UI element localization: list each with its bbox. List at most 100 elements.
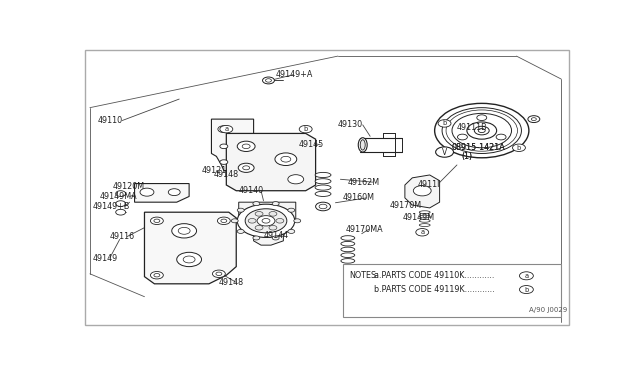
Circle shape [238,163,254,172]
Text: b: b [442,121,447,126]
Circle shape [474,126,489,135]
Circle shape [216,272,222,276]
Circle shape [154,273,160,277]
Circle shape [272,202,279,206]
Circle shape [237,230,244,233]
Circle shape [116,201,125,206]
Text: 49145: 49145 [298,140,323,150]
Text: 08915-1421A: 08915-1421A [451,143,505,152]
Circle shape [243,166,250,170]
Ellipse shape [341,253,355,257]
Circle shape [253,236,260,240]
Ellipse shape [341,247,355,252]
Text: b: b [517,145,521,151]
Circle shape [262,218,270,223]
Text: 49130: 49130 [338,121,363,129]
Circle shape [275,153,297,166]
Ellipse shape [341,259,355,263]
Polygon shape [227,134,316,191]
Circle shape [221,219,227,222]
Text: 49160M: 49160M [343,193,375,202]
Circle shape [150,272,163,279]
Circle shape [255,225,263,230]
Text: 49149M: 49149M [403,214,435,222]
Text: (1): (1) [461,152,472,161]
Text: a: a [524,273,529,279]
Circle shape [172,224,196,238]
Circle shape [446,110,518,151]
Circle shape [245,209,287,233]
Text: 49116: 49116 [110,232,135,241]
Ellipse shape [315,191,331,196]
Ellipse shape [341,241,355,246]
Polygon shape [145,212,236,284]
Ellipse shape [315,179,331,184]
Ellipse shape [419,219,430,222]
Circle shape [255,212,263,216]
Circle shape [154,219,160,222]
Circle shape [288,175,304,184]
Circle shape [294,219,301,223]
Text: b.PARTS CODE 49119K............: b.PARTS CODE 49119K............ [374,285,494,294]
Polygon shape [405,175,440,208]
Circle shape [269,225,277,230]
Text: (1): (1) [461,152,472,161]
Text: 08915-1421A: 08915-1421A [451,143,505,152]
Circle shape [237,208,244,212]
Circle shape [288,230,295,233]
Ellipse shape [315,185,331,190]
Text: 49162M: 49162M [348,178,380,187]
Circle shape [513,144,525,151]
Circle shape [272,236,279,240]
Text: 49149+A: 49149+A [276,70,314,79]
Text: 49148: 49148 [214,170,239,179]
Circle shape [242,144,250,149]
Ellipse shape [358,138,367,152]
Ellipse shape [341,236,355,240]
Circle shape [438,120,451,127]
Circle shape [253,202,260,206]
Circle shape [266,79,271,82]
Polygon shape [134,183,189,202]
Text: 49149MA: 49149MA [100,192,138,201]
Circle shape [520,286,533,294]
Circle shape [220,144,228,149]
Text: 49120M: 49120M [112,182,145,191]
Text: b: b [303,126,308,132]
Text: 49121: 49121 [202,166,227,175]
Circle shape [496,134,506,140]
Circle shape [231,219,238,223]
Circle shape [276,218,284,223]
Circle shape [237,204,295,237]
Polygon shape [211,119,253,171]
Circle shape [281,156,291,162]
Text: a: a [224,126,228,132]
Text: b: b [524,286,529,292]
Circle shape [531,118,536,121]
Text: 49149+B: 49149+B [92,202,130,211]
Circle shape [150,217,163,225]
Circle shape [458,134,467,140]
Circle shape [452,113,511,148]
Circle shape [413,186,431,196]
Circle shape [300,125,312,133]
Circle shape [218,217,230,225]
Circle shape [467,122,497,139]
Circle shape [436,147,454,157]
Text: 49140: 49140 [239,186,264,195]
Circle shape [528,116,540,122]
Circle shape [140,188,154,196]
Text: a.PARTS CODE 49110K............: a.PARTS CODE 49110K............ [374,271,494,280]
Text: NOTES:: NOTES: [349,271,379,280]
Text: A/90 J0029: A/90 J0029 [529,307,567,314]
Text: a: a [420,229,424,235]
Circle shape [116,209,125,215]
Text: 49149: 49149 [92,254,118,263]
Circle shape [520,272,533,280]
Circle shape [257,216,275,226]
Circle shape [218,126,230,132]
Circle shape [269,212,277,216]
Circle shape [237,141,255,151]
Circle shape [183,256,195,263]
Ellipse shape [419,224,430,227]
